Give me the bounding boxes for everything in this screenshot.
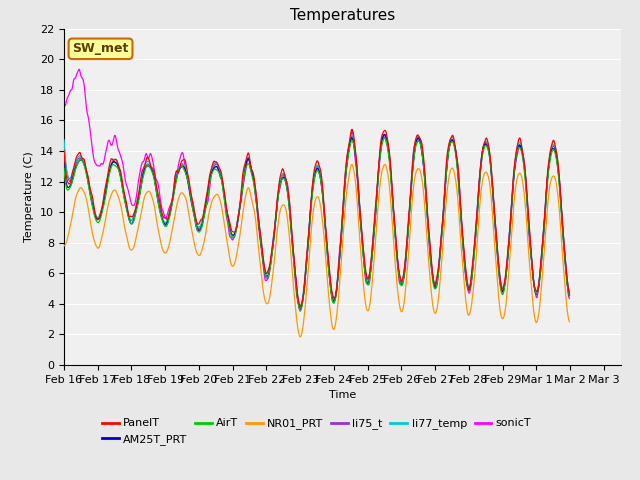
Line: NR01_PRT: NR01_PRT	[64, 165, 570, 337]
Line: li77_temp: li77_temp	[64, 134, 570, 305]
Line: PanelT: PanelT	[64, 130, 570, 307]
Line: sonicT: sonicT	[64, 70, 570, 311]
Y-axis label: Temperature (C): Temperature (C)	[24, 151, 35, 242]
Line: AirT: AirT	[64, 138, 570, 310]
Legend: PanelT, AM25T_PRT, AirT, NR01_PRT, li75_t, li77_temp, sonicT: PanelT, AM25T_PRT, AirT, NR01_PRT, li75_…	[97, 414, 536, 449]
Text: SW_met: SW_met	[72, 42, 129, 55]
Line: AM25T_PRT: AM25T_PRT	[64, 134, 570, 309]
Line: li75_t: li75_t	[64, 134, 570, 306]
X-axis label: Time: Time	[329, 390, 356, 400]
Title: Temperatures: Temperatures	[290, 9, 395, 24]
